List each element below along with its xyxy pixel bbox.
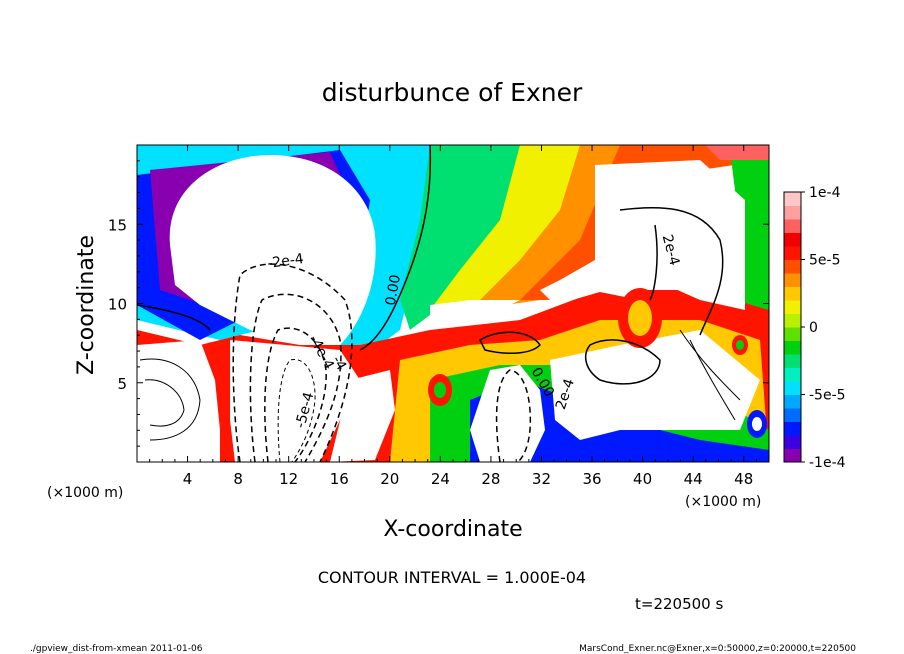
colorbar-swatch: [784, 286, 801, 301]
colorbar-swatch: [784, 300, 801, 314]
x-axis: 4 8 12 16 20 24 28 32 36 40 44 48: [149, 145, 757, 488]
colorbar-swatch: [784, 354, 801, 368]
x-tick-label: 40: [633, 470, 652, 488]
colorbar-swatch: [784, 327, 801, 341]
colorbar-swatch: [784, 273, 801, 287]
colorbar: 1e-4 5e-5 0 -5e-5 -1e-4: [783, 185, 846, 471]
footer-right: MarsCond_Exner.nc@Exner,x=0:50000,z=0:20…: [579, 644, 856, 654]
contour-interval-text: CONTOUR INTERVAL = 1.000E-04: [318, 568, 586, 587]
contour-line: [619, 206, 724, 336]
x-tick-label: 12: [279, 470, 298, 488]
y-tick-label: 10: [108, 296, 127, 314]
contour-line: [649, 224, 658, 301]
x-tick-label: 4: [183, 470, 193, 488]
x-tick-label: 44: [684, 470, 703, 488]
x-tick-label: 24: [431, 470, 450, 488]
y-axis-title: Z-coordinate: [74, 235, 99, 375]
time-text: t=220500 s: [635, 595, 723, 613]
contour-label: 0.00: [383, 273, 404, 306]
field-white-region: [330, 370, 395, 462]
colorbar-swatch: [784, 421, 801, 436]
field-blob: [434, 382, 446, 398]
contour-label: 2e-4: [659, 233, 683, 268]
colorbar-swatch: [784, 232, 801, 247]
plot-area: [137, 145, 769, 462]
field-white-region: [550, 330, 760, 440]
field-white-region: [137, 340, 220, 462]
contour-line: [479, 331, 541, 355]
contour-line: [139, 358, 201, 441]
colorbar-swatch: [784, 246, 801, 260]
colorbar-tick-label: -1e-4: [809, 455, 846, 471]
contour-line: [232, 263, 353, 462]
colorbar-swatch: [784, 435, 801, 449]
contour-line: [137, 304, 211, 331]
colorbar-tick-label: 5e-5: [809, 253, 840, 269]
colorbar-tick-label: 1e-4: [809, 185, 841, 201]
colorbar-swatch: [784, 340, 801, 355]
field-white-region: [430, 160, 745, 330]
x-axis-title: X-coordinate: [383, 517, 522, 542]
contour-lines: [137, 145, 741, 462]
x-unit-label-right: (×1000 m): [685, 494, 761, 510]
x-tick-label: 20: [380, 470, 399, 488]
colorbar-swatch: [784, 381, 801, 395]
colorbar-swatch: [784, 408, 801, 422]
colorbar-swatch: [784, 367, 801, 382]
x-tick-label: 36: [582, 470, 601, 488]
colorbar-swatch: [784, 394, 801, 409]
colorbar-tick-label: -5e-5: [809, 388, 846, 404]
x-tick-label: 28: [481, 470, 500, 488]
footer-left: ./gpview_dist-from-xmean 2011-01-06: [30, 644, 203, 654]
y-tick-label: 5: [117, 375, 127, 393]
field-blob: [628, 300, 652, 336]
chart-title: disturbunce of Exner: [322, 78, 583, 107]
field-band: [730, 150, 769, 330]
colorbar-tick-label: 0: [809, 320, 818, 336]
contour-line: [249, 293, 342, 462]
contour-line: [277, 359, 316, 462]
x-tick-label: 32: [532, 470, 551, 488]
field-band: [520, 145, 769, 300]
field-band: [705, 145, 769, 160]
contour-line: [264, 327, 327, 462]
field-blob: [752, 417, 762, 431]
contour-line: [495, 369, 532, 462]
colorbar-swatch: [784, 259, 801, 274]
field-white-region: [169, 155, 376, 345]
contour-line: [359, 145, 432, 351]
colorbar-swatch: [784, 192, 801, 206]
contour-line: [679, 329, 741, 401]
y-axis: 5 10 15: [108, 160, 769, 447]
x-tick-label: 48: [734, 470, 753, 488]
x-tick-label: 16: [330, 470, 349, 488]
x-tick-label: 8: [233, 470, 243, 488]
colorbar-swatch: [784, 219, 801, 233]
y-tick-label: 15: [108, 216, 127, 234]
colorbar-swatch: [784, 205, 801, 220]
colorbar-swatch: [784, 313, 801, 328]
x-unit-label-left: (×1000 m): [47, 485, 123, 501]
contour-line: [144, 379, 185, 427]
contour-line: [689, 339, 736, 421]
colorbar-swatch: [784, 448, 801, 463]
contour-line: [584, 339, 661, 385]
contour-label: -2e-4: [266, 251, 304, 272]
field-blob: [736, 340, 744, 350]
field-white-region: [230, 340, 360, 462]
